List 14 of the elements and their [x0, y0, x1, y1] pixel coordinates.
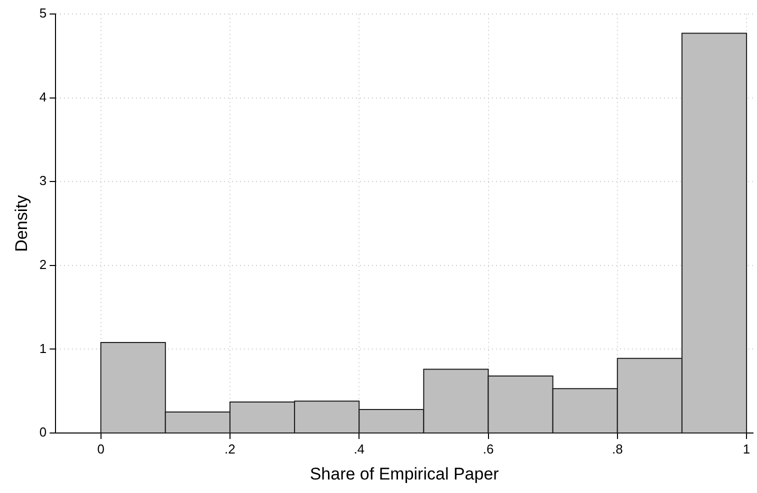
x-tick-label: .4 — [354, 441, 365, 456]
y-tick-label: 4 — [39, 89, 47, 104]
x-tick-label: 1 — [742, 441, 750, 456]
y-tick-label: 0 — [39, 424, 47, 440]
x-axis-title: Share of Empirical Paper — [310, 464, 500, 484]
x-tick-label: .2 — [224, 441, 236, 456]
x-tick-label: 0 — [97, 441, 104, 456]
y-axis-title: Density — [12, 194, 31, 252]
y-tick-label: 2 — [39, 256, 47, 272]
y-tick-label: 3 — [39, 173, 47, 188]
x-tick-label: .8 — [612, 441, 623, 456]
x-tick-label: .6 — [482, 441, 494, 456]
y-tick-label: 1 — [39, 340, 47, 356]
y-tick-label: 5 — [39, 6, 47, 21]
